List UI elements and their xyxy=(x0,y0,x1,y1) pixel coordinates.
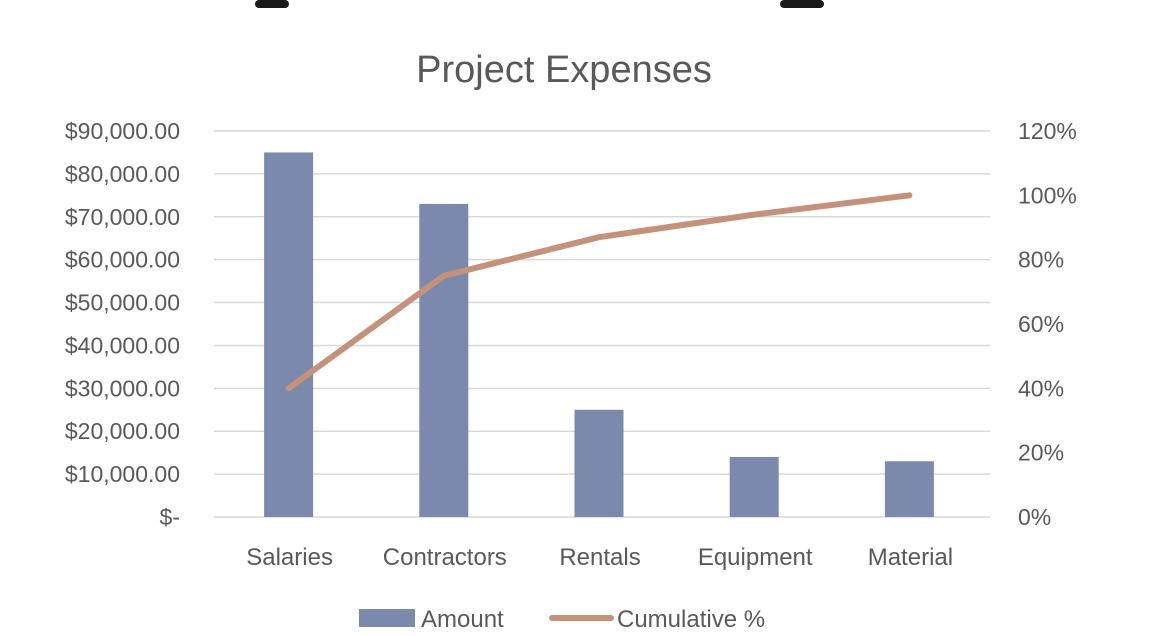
y2-tick-label: 40% xyxy=(1018,375,1064,401)
bar-equipment xyxy=(729,456,779,517)
y2-tick-label: 20% xyxy=(1018,440,1064,466)
x-tick-label: Contractors xyxy=(383,544,507,571)
y-axis-primary: $- $10,000.00 $20,000.00 $30,000.00 $40,000.… xyxy=(65,118,180,530)
cumulative-line xyxy=(285,192,913,392)
y-tick-label: $- xyxy=(160,504,180,530)
x-tick-label: Rentals xyxy=(559,544,640,571)
bar-material xyxy=(884,461,934,517)
x-tick-label: Material xyxy=(868,544,953,571)
y-tick-label: $30,000.00 xyxy=(65,375,180,401)
legend-label-cumulative: Cumulative % xyxy=(617,606,765,633)
legend-label-amount: Amount xyxy=(421,606,504,633)
y-tick-label: $10,000.00 xyxy=(65,461,180,487)
bar-rentals xyxy=(574,409,624,517)
y2-tick-label: 100% xyxy=(1018,182,1077,208)
y-tick-label: $50,000.00 xyxy=(65,290,180,316)
top-cropped-content xyxy=(255,0,824,8)
y2-tick-label: 0% xyxy=(1018,504,1051,530)
y-tick-label: $70,000.00 xyxy=(65,204,180,230)
bar-series xyxy=(264,152,934,517)
x-tick-label: Salaries xyxy=(246,544,333,571)
top-cropped-shape-1 xyxy=(780,0,824,8)
y2-tick-label: 60% xyxy=(1018,311,1064,337)
gridlines xyxy=(214,130,990,518)
x-tick-label: Equipment xyxy=(698,544,813,571)
chart-title: Project Expenses xyxy=(416,49,712,91)
legend-swatch-amount xyxy=(359,609,415,627)
x-axis: Salaries Contractors Rentals Equipment Mater… xyxy=(246,544,953,571)
y2-tick-label: 80% xyxy=(1018,247,1064,273)
line-series xyxy=(285,192,913,392)
y-tick-label: $20,000.00 xyxy=(65,418,180,444)
legend: Amount Cumulative % xyxy=(359,606,765,633)
bar-salaries xyxy=(264,152,314,517)
y-axis-secondary: 0% 20% 40% 60% 80% 100% 120% xyxy=(1018,118,1077,530)
y-tick-label: $80,000.00 xyxy=(65,161,180,187)
y-tick-label: $60,000.00 xyxy=(65,247,180,273)
top-cropped-shape-0 xyxy=(255,0,289,8)
y2-tick-label: 120% xyxy=(1018,118,1077,144)
y-tick-label: $90,000.00 xyxy=(65,118,180,144)
bar-contractors xyxy=(419,203,469,517)
y-tick-label: $40,000.00 xyxy=(65,332,180,358)
